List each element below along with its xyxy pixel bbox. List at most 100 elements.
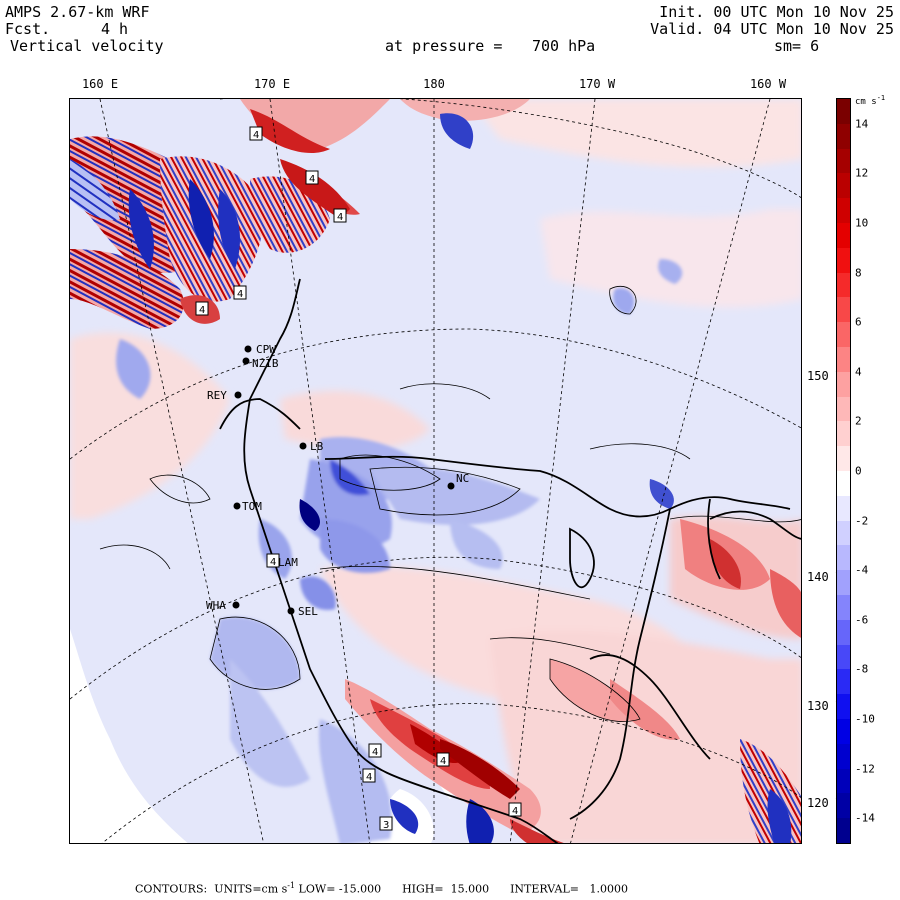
svg-text:4: 4 (253, 130, 259, 141)
strong-negative-areas (70, 113, 792, 843)
station-label-wha: WHA (206, 599, 226, 612)
colorbar-segment (837, 371, 850, 398)
colorbar-tick-label: 4 (855, 365, 862, 379)
station-tom[interactable]: TOM (233, 500, 263, 513)
colorbar-segment (837, 619, 850, 646)
lon-label-170w: 170 W (578, 77, 616, 91)
station-label-rey: REY (207, 389, 227, 402)
colorbar-segment (837, 768, 850, 794)
colorbar-units: cm s-1 (855, 94, 886, 107)
svg-text:4: 4 (199, 305, 205, 316)
extrema-marker: 4 (333, 208, 347, 223)
svg-text:4: 4 (512, 806, 518, 817)
coastlines (219, 278, 801, 843)
colorbar-segment (837, 793, 850, 819)
valid-time: Valid. 04 UTC Mon 10 Nov 25 (650, 20, 894, 38)
extrema-marker: 4 (368, 743, 382, 758)
extrema-marker: 3 (379, 816, 393, 831)
svg-text:4: 4 (237, 289, 243, 300)
colorbar-segment (837, 297, 850, 323)
colorbar-tick-label: -4 (855, 563, 869, 577)
smoothing: sm= 6 (774, 37, 820, 55)
station-label-nc: NC (456, 472, 469, 485)
station-label-tom: TOM (242, 500, 262, 513)
station-label-sel: SEL (298, 605, 318, 618)
colorbar-tick-label: -2 (855, 514, 869, 528)
svg-text:3: 3 (383, 820, 389, 831)
colorbar-segment (837, 347, 850, 373)
colorbar-tick-label: -6 (855, 613, 869, 627)
extrema-marker: 4 (305, 170, 319, 185)
station-lb[interactable]: LB (299, 440, 324, 453)
svg-text:4: 4 (309, 174, 315, 185)
colorbar-segment (837, 223, 850, 249)
station-label-lb: LB (310, 440, 324, 453)
colorbar-tick-label: 8 (855, 266, 862, 280)
station-label-nzib: NZIB (252, 357, 279, 370)
lon-label-170e: 170 E (253, 77, 291, 91)
colorbar-segment (837, 495, 850, 522)
lat-lon-grid (70, 99, 801, 843)
station-label-lam: LAM (278, 556, 298, 569)
colorbar-tick-label: 14 (855, 117, 869, 131)
colorbar-segment (837, 396, 850, 422)
colorbar-segment (837, 123, 850, 150)
colorbar-segment (837, 272, 850, 298)
colorbar-segment (837, 198, 850, 224)
colorbar-tick-label: -10 (855, 712, 875, 726)
colorbar-tick-label: 2 (855, 414, 862, 428)
extrema-markers: 4 4 4 4 4 4 4 4 4 3 4 (195, 126, 522, 831)
colorbar-segment (837, 669, 850, 695)
svg-text:4: 4 (440, 756, 446, 767)
extrema-marker: 4 (249, 126, 263, 141)
forecast-label: Fcst. (5, 20, 51, 38)
colorbar-segment (837, 545, 850, 571)
colorbar-segment (837, 743, 850, 770)
pressure-label: at pressure = (385, 37, 503, 55)
colorbar-segment (837, 595, 850, 621)
colorbar-segment (837, 421, 850, 447)
svg-text:4: 4 (372, 747, 378, 758)
colorbar-segment (837, 173, 850, 199)
svg-text:4: 4 (337, 212, 343, 223)
field-name: Vertical velocity (10, 37, 164, 55)
station-nzib[interactable]: NZIB (242, 357, 279, 370)
vertical-velocity-map[interactable]: CPW NZIB REY LB NC TOM LAM WHA (69, 98, 802, 844)
colorbar (836, 98, 851, 844)
station-nc[interactable]: NC (447, 472, 470, 490)
colorbar-segment (837, 644, 850, 670)
colorbar-segment (837, 471, 850, 497)
extrema-marker: 4 (266, 553, 280, 568)
station-rey[interactable]: REY (207, 389, 242, 402)
extrema-marker: 4 (436, 752, 450, 767)
colorbar-tick-label: 0 (855, 464, 862, 478)
colorbar-segment (837, 818, 850, 844)
lon-label-160w: 160 W (749, 77, 787, 91)
colorbar-segment (837, 322, 850, 348)
colorbar-segment (837, 247, 850, 274)
svg-text:4: 4 (366, 772, 372, 783)
colorbar-segment (837, 148, 850, 174)
extrema-marker: 4 (362, 768, 376, 783)
lon-label-180: 180 (423, 77, 445, 91)
station-wha[interactable]: WHA (206, 599, 240, 612)
colorbar-tick-label: -8 (855, 662, 869, 676)
colorbar-segment (837, 570, 850, 596)
lon-label-160e: 160 E (81, 77, 119, 91)
contour-info: CONTOURS: UNITS=cm s-1 LOW= -15.000 HIGH… (135, 881, 628, 896)
station-sel[interactable]: SEL (287, 605, 319, 618)
station-cpw[interactable]: CPW (244, 343, 277, 356)
terrain-mask (70, 629, 188, 843)
colorbar-segment (837, 446, 850, 472)
extrema-marker: 4 (195, 301, 209, 316)
colorbar-segment (837, 99, 850, 125)
init-time: Init. 00 UTC Mon 10 Nov 25 (659, 3, 894, 21)
colorbar-segment (837, 694, 850, 720)
colorbar-tick-label: 12 (855, 166, 869, 180)
contour-lines (99, 285, 801, 722)
model-title: AMPS 2.67-km WRF (5, 3, 150, 21)
colorbar-tick-label: -14 (855, 811, 875, 825)
map-svg: CPW NZIB REY LB NC TOM LAM WHA (70, 99, 801, 843)
colorbar-segment (837, 719, 850, 745)
colorbar-tick-label: -12 (855, 762, 875, 776)
